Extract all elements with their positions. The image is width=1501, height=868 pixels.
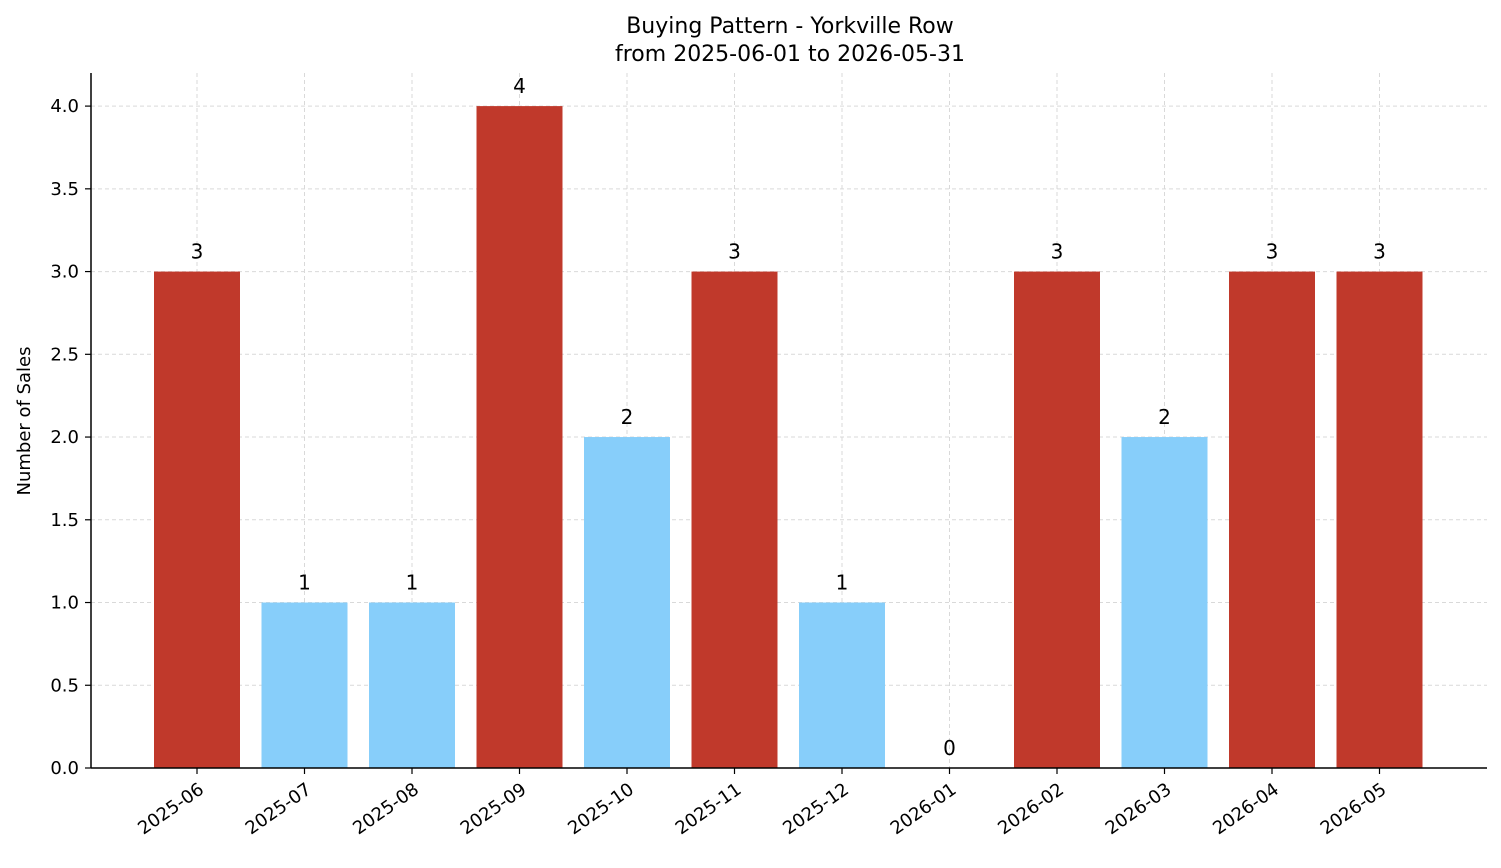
data-label: 3 bbox=[1051, 240, 1064, 264]
bar bbox=[1229, 271, 1315, 768]
x-tick-label: 2025-10 bbox=[564, 779, 638, 839]
chart-subtitle: from 2025-06-01 to 2026-05-31 bbox=[615, 42, 965, 67]
y-tick-label: 2.5 bbox=[50, 344, 79, 365]
x-tick-label: 2026-04 bbox=[1209, 779, 1283, 839]
data-label: 0 bbox=[943, 736, 956, 760]
bar bbox=[584, 437, 670, 768]
bar bbox=[476, 106, 563, 769]
x-tick-label: 2025-11 bbox=[672, 779, 746, 839]
data-label: 1 bbox=[406, 571, 419, 595]
x-tick-label: 2025-08 bbox=[349, 779, 423, 839]
y-tick-label: 0.0 bbox=[50, 758, 79, 779]
data-label: 3 bbox=[191, 240, 204, 264]
data-label: 3 bbox=[1373, 240, 1386, 264]
data-label: 2 bbox=[1158, 405, 1171, 429]
data-label: 1 bbox=[298, 571, 311, 595]
data-label: 3 bbox=[1266, 240, 1279, 264]
y-tick-label: 0.5 bbox=[50, 675, 79, 696]
bar bbox=[799, 602, 885, 768]
data-label: 2 bbox=[621, 405, 634, 429]
y-tick-label: 2.0 bbox=[50, 427, 79, 448]
bars bbox=[154, 106, 1423, 769]
x-tick-label: 2026-02 bbox=[994, 779, 1068, 839]
bar bbox=[1121, 437, 1208, 768]
bar bbox=[261, 602, 348, 768]
y-tick-label: 4.0 bbox=[50, 96, 79, 117]
data-label: 1 bbox=[836, 571, 849, 595]
x-tick-label: 2025-06 bbox=[134, 779, 208, 839]
data-labels: 3 1 1 4 2 3 1 0 3 2 3 3 bbox=[191, 74, 1386, 760]
bar bbox=[691, 271, 778, 768]
bar bbox=[369, 602, 455, 768]
y-tick-label: 1.0 bbox=[50, 593, 79, 614]
x-tick-label: 2026-05 bbox=[1317, 779, 1391, 839]
chart-title: Buying Pattern - Yorkville Row bbox=[626, 14, 954, 39]
x-tick-label: 2026-01 bbox=[887, 779, 961, 839]
x-tick-label: 2025-07 bbox=[242, 779, 316, 839]
data-label: 3 bbox=[728, 240, 741, 264]
bar bbox=[154, 271, 240, 768]
data-label: 4 bbox=[513, 74, 526, 98]
y-tick-label: 3.5 bbox=[50, 179, 79, 200]
bar bbox=[1336, 271, 1423, 768]
x-tick-label: 2026-03 bbox=[1102, 779, 1176, 839]
y-tick-label: 1.5 bbox=[50, 510, 79, 531]
bar bbox=[1014, 271, 1100, 768]
y-axis-label: Number of Sales bbox=[14, 346, 35, 495]
x-tick-label: 2025-12 bbox=[779, 779, 853, 839]
x-tick-label: 2025-09 bbox=[457, 779, 531, 839]
y-tick-label: 3.0 bbox=[50, 262, 79, 283]
